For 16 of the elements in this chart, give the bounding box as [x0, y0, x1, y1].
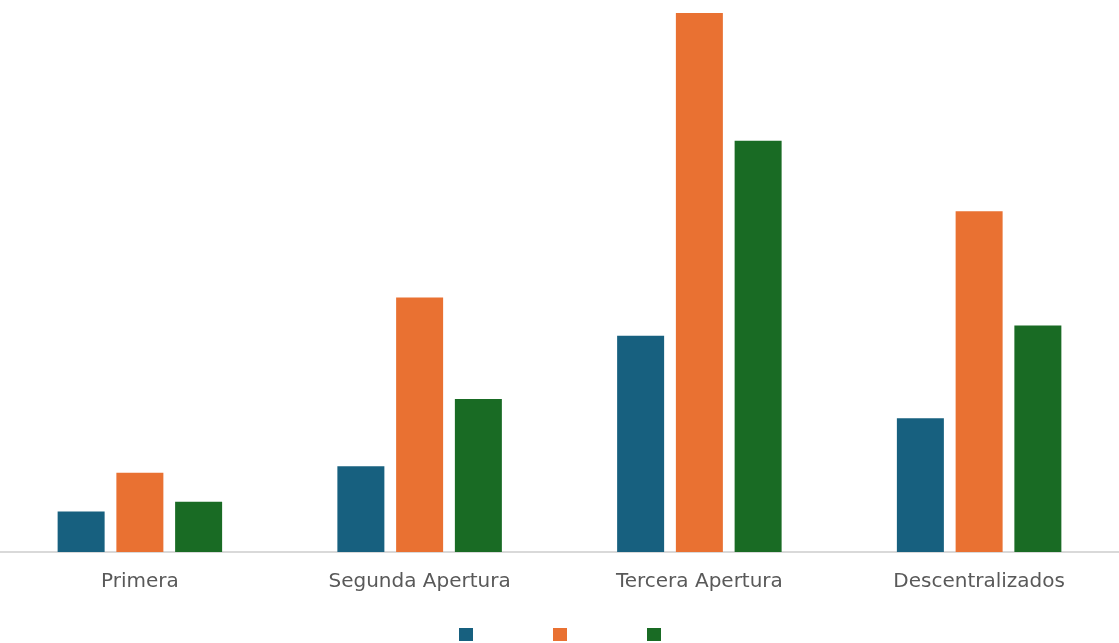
- bar: [57, 511, 105, 552]
- bar: [896, 418, 944, 552]
- bar: [175, 501, 223, 552]
- bar: [955, 211, 1003, 552]
- bar: [396, 297, 444, 552]
- bar: [734, 140, 782, 552]
- x-tick-label: Segunda Apertura: [328, 568, 511, 593]
- bar: [675, 13, 723, 552]
- x-tick-label: Primera: [100, 568, 179, 593]
- bar: [116, 472, 164, 552]
- x-tick-label: Descentralizados: [893, 568, 1065, 593]
- bar: [454, 398, 502, 552]
- bar: [617, 335, 665, 552]
- bar: [1014, 325, 1062, 552]
- x-tick-label: Tercera Apertura: [614, 568, 783, 593]
- bar: [337, 466, 385, 552]
